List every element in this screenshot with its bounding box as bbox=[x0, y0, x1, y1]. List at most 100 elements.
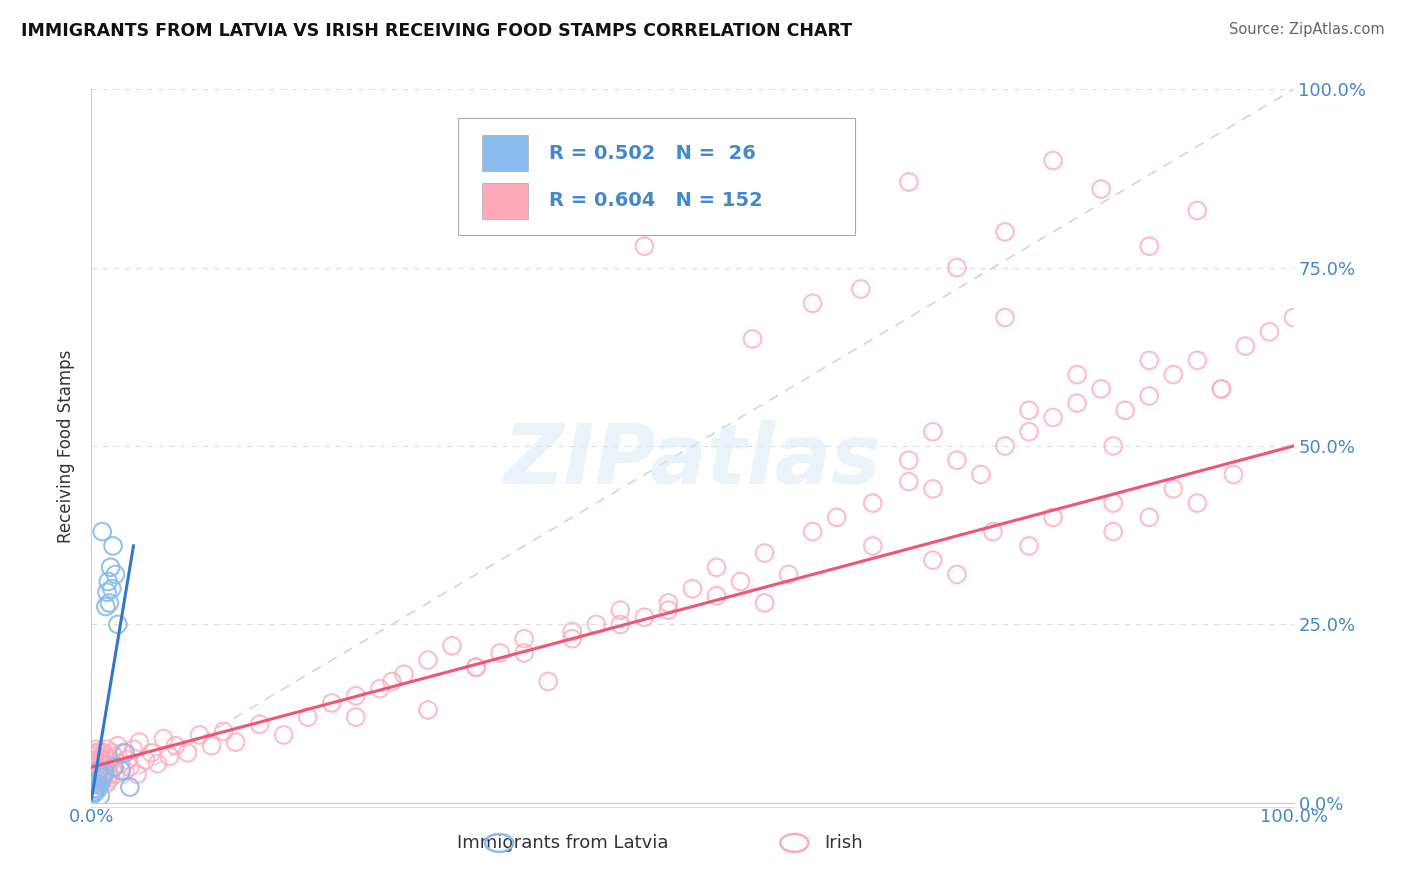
Point bbox=[273, 728, 295, 742]
Point bbox=[86, 783, 108, 797]
Point bbox=[633, 610, 655, 624]
Point bbox=[946, 567, 969, 582]
Point bbox=[1066, 368, 1088, 382]
Text: R = 0.502   N =  26: R = 0.502 N = 26 bbox=[550, 144, 756, 162]
Point bbox=[249, 717, 271, 731]
Point bbox=[159, 749, 181, 764]
Point bbox=[416, 653, 439, 667]
Point bbox=[1102, 496, 1125, 510]
Point bbox=[862, 496, 884, 510]
Point bbox=[97, 753, 120, 767]
Point bbox=[946, 453, 969, 467]
Point bbox=[104, 567, 127, 582]
Point bbox=[297, 710, 319, 724]
Point bbox=[706, 560, 728, 574]
Point bbox=[1066, 396, 1088, 410]
Point bbox=[114, 764, 136, 778]
Point bbox=[89, 789, 111, 803]
Point bbox=[90, 753, 112, 767]
Point bbox=[84, 774, 107, 789]
Point bbox=[344, 710, 367, 724]
Point bbox=[176, 746, 198, 760]
Point bbox=[94, 760, 117, 774]
Point bbox=[83, 781, 105, 796]
Point bbox=[561, 624, 583, 639]
Point bbox=[101, 746, 124, 760]
Point bbox=[609, 603, 631, 617]
Point bbox=[165, 739, 187, 753]
Point bbox=[392, 667, 415, 681]
Point bbox=[585, 617, 607, 632]
Point bbox=[1161, 368, 1184, 382]
Point bbox=[141, 746, 163, 760]
Point bbox=[754, 546, 776, 560]
Point bbox=[225, 735, 247, 749]
Point bbox=[90, 771, 112, 785]
Point bbox=[897, 175, 920, 189]
Point bbox=[465, 660, 488, 674]
Point bbox=[657, 603, 679, 617]
Point bbox=[970, 467, 993, 482]
Point bbox=[86, 776, 108, 790]
Point bbox=[381, 674, 404, 689]
Point bbox=[801, 524, 824, 539]
Point bbox=[84, 785, 107, 799]
Point bbox=[1211, 382, 1233, 396]
Point bbox=[897, 453, 920, 467]
Point bbox=[368, 681, 391, 696]
Point bbox=[1211, 382, 1233, 396]
Point bbox=[87, 764, 110, 778]
Point bbox=[87, 778, 110, 792]
Point bbox=[89, 751, 111, 765]
Point bbox=[1018, 425, 1040, 439]
Point bbox=[513, 632, 536, 646]
Point bbox=[741, 332, 763, 346]
Point bbox=[89, 769, 111, 783]
Point bbox=[91, 756, 114, 771]
Point bbox=[97, 574, 120, 589]
Point bbox=[609, 617, 631, 632]
Point bbox=[706, 589, 728, 603]
Point bbox=[96, 742, 118, 756]
Point bbox=[93, 767, 115, 781]
Point bbox=[84, 764, 107, 778]
Point bbox=[83, 749, 105, 764]
Point bbox=[82, 774, 104, 789]
Point bbox=[922, 553, 945, 567]
Point bbox=[97, 756, 120, 771]
Point bbox=[212, 724, 235, 739]
Text: Source: ZipAtlas.com: Source: ZipAtlas.com bbox=[1229, 22, 1385, 37]
Point bbox=[1282, 310, 1305, 325]
Point bbox=[321, 696, 343, 710]
Point bbox=[87, 772, 110, 787]
Point bbox=[80, 760, 103, 774]
Point bbox=[83, 756, 105, 771]
Point bbox=[981, 524, 1004, 539]
Point bbox=[89, 772, 111, 787]
Point bbox=[83, 746, 105, 760]
Point bbox=[101, 760, 124, 774]
Point bbox=[1042, 510, 1064, 524]
Text: ZIPatlas: ZIPatlas bbox=[503, 420, 882, 500]
Point bbox=[922, 425, 945, 439]
Point bbox=[82, 753, 104, 767]
Point bbox=[98, 767, 121, 781]
Point bbox=[101, 582, 124, 596]
Point bbox=[128, 735, 150, 749]
Point bbox=[103, 760, 125, 774]
Point bbox=[1234, 339, 1257, 353]
Point bbox=[681, 582, 703, 596]
Point bbox=[87, 767, 110, 781]
Point bbox=[93, 765, 115, 780]
Point bbox=[89, 760, 111, 774]
Point bbox=[994, 310, 1017, 325]
Point bbox=[730, 574, 752, 589]
Point bbox=[83, 771, 105, 785]
Point bbox=[110, 764, 132, 778]
Point bbox=[146, 756, 169, 771]
Point bbox=[657, 596, 679, 610]
Point bbox=[1222, 467, 1244, 482]
Point bbox=[118, 760, 141, 774]
Point bbox=[1114, 403, 1136, 417]
Point bbox=[100, 771, 122, 785]
